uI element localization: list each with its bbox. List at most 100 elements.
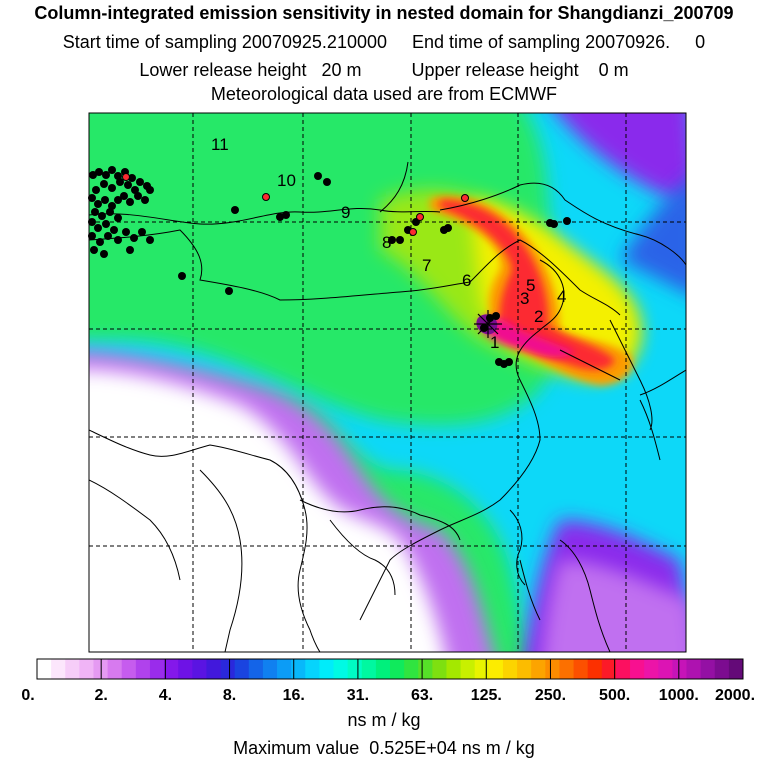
color-bar-label: 2. [94,687,108,704]
color-bar-swatch [178,659,193,679]
trajectory-point [110,226,118,234]
color-bar-swatch [658,659,673,679]
color-bar-swatch [728,659,744,679]
color-bar-swatch [474,659,490,679]
trajectory-point [108,166,116,174]
trajectory-point [116,178,124,186]
trajectory-point [141,196,149,204]
color-bar-swatch [644,659,659,679]
color-bar-swatch [502,659,518,679]
day-label: 5 [526,276,535,295]
day-label: 10 [277,171,296,190]
trajectory-point [323,178,331,186]
color-bar-swatch [615,659,631,679]
day-label: 3 [520,289,529,308]
trajectory-point [130,234,138,242]
coastlines-borders [89,161,686,652]
color-bar-swatch [418,659,433,679]
trajectory-point [396,236,404,244]
trajectory-point [178,272,186,280]
trajectory-point [102,171,110,179]
trajectory-point [128,174,136,182]
trajectory-point [100,250,108,258]
trajectory-point [231,206,239,214]
day-label: 4 [557,287,566,306]
trajectory-point [96,238,104,246]
met-data-source: Meteorological data used are from ECMWF [210,84,558,104]
color-bar-swatch [404,659,419,679]
day-label: 2 [534,307,543,326]
trajectory-point [106,208,114,216]
color-bar-swatch [390,659,405,679]
trajectory-point [563,217,571,225]
color-bar-swatch [192,659,207,679]
trajectory-point [100,180,108,188]
color-bar-frame [36,658,744,680]
day-label: 8 [382,233,391,252]
day-label: 7 [422,256,431,275]
color-bar-swatch [630,659,645,679]
color-bar-swatch [262,659,278,679]
color-bar-label: 16. [282,687,305,704]
trajectory-point [91,208,99,216]
color-bar-swatch [51,659,66,679]
trajectory-point [94,224,102,232]
color-bar-label: 250. [534,687,567,704]
trajectory-point [104,232,112,240]
trajectory-point [95,168,103,176]
color-bar-label: 125. [470,687,502,704]
trajectory-point-highlighted [262,193,270,201]
color-bar-swatch [291,659,306,679]
color-bar-swatch [220,659,236,679]
color-bar-swatch [37,659,52,679]
color-bar-swatch [559,659,575,679]
maximum-value: Maximum value 0.525E+04 ns m / kg [233,738,535,758]
day-label: 1 [490,333,499,352]
trajectory-point [126,246,134,254]
color-bar-label: 0. [21,687,35,704]
color-bar-swatch [700,659,716,679]
color-bar-label: 1000. [658,687,699,704]
color-bar-swatch [531,659,546,679]
trajectory-point [98,212,106,220]
color-bar-swatch [601,659,617,679]
color-bar-swatch [573,659,589,679]
color-bar-units: ns m / kg [347,710,421,730]
color-bar-swatch [545,659,560,679]
color-bar-swatch [135,659,151,679]
trajectory-point [122,228,130,236]
trajectory-point [550,220,558,228]
trajectory-point [120,192,128,200]
day-label: 6 [462,271,471,290]
color-bar-swatch [107,659,123,679]
day-label: 11 [211,135,229,154]
color-bar-label: 500. [599,687,631,704]
color-bar-swatch [686,659,702,679]
color-bar-swatch [432,659,447,679]
color-bar-label: 2000. [714,687,756,704]
color-bar-swatch [333,659,349,679]
trajectory-point [101,196,109,204]
trajectory-point [146,186,154,194]
trajectory-point [102,220,110,228]
trajectory-point [114,236,122,244]
color-bar-swatch [319,659,335,679]
color-bar-swatch [79,659,94,679]
trajectory-point-highlighted [416,213,424,221]
color-bar-swatch [234,659,250,679]
trajectory-point [134,192,142,200]
trajectory-point-highlighted [409,228,417,236]
map-frame [88,112,687,653]
color-bar-label: 63. [410,687,434,704]
color-bar-swatch [277,659,292,679]
trajectory-point [282,211,290,219]
color-bar-swatch [164,659,179,679]
color-bar-swatch [587,659,603,679]
sensitivity-field [89,113,686,652]
color-bar-swatch [65,659,80,679]
color-bar-swatch [460,659,476,679]
trajectory-point-highlighted [461,194,469,202]
trajectory-point [90,246,98,254]
color-bar-swatch [714,659,730,679]
